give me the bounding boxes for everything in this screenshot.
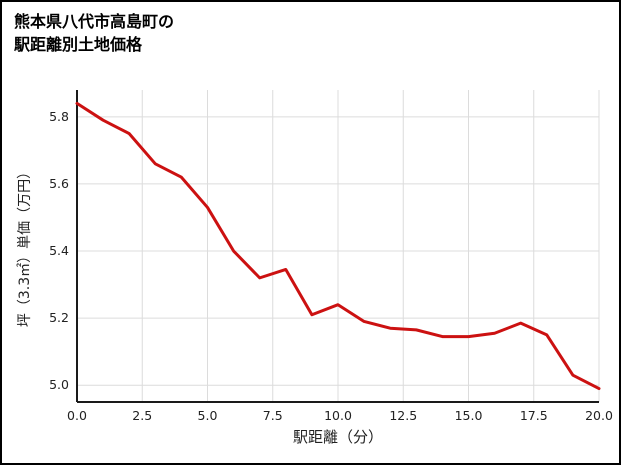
axes [76,90,599,403]
x-tick-label: 17.5 [520,408,548,423]
y-tick-label: 5.2 [49,310,69,325]
x-tick-label: 15.0 [455,408,483,423]
x-tick-label: 0.0 [67,408,87,423]
x-tick-label: 7.5 [263,408,283,423]
x-tick-label: 12.5 [389,408,417,423]
y-tick-label: 5.4 [49,243,69,258]
x-axis-label: 駅距離（分） [292,428,384,446]
x-tick-label: 2.5 [132,408,152,423]
y-tick-label: 5.8 [49,109,69,124]
chart-title-line2: 駅距離別土地価格 [14,35,143,55]
y-tick-label: 5.0 [49,377,69,392]
y-tick-label: 5.6 [49,176,69,191]
price-line [75,101,601,391]
gridlines [76,90,600,402]
y-axis-label: 坪（3.3㎡）単価（万円） [17,164,33,328]
x-tick-label: 10.0 [324,408,352,423]
x-tick-label: 20.0 [585,408,613,423]
chart-title-line1: 熊本県八代市高島町の [14,12,175,31]
x-tick-label: 5.0 [198,408,218,423]
chart-title: 熊本県八代市高島町の 駅距離別土地価格 [14,10,174,56]
